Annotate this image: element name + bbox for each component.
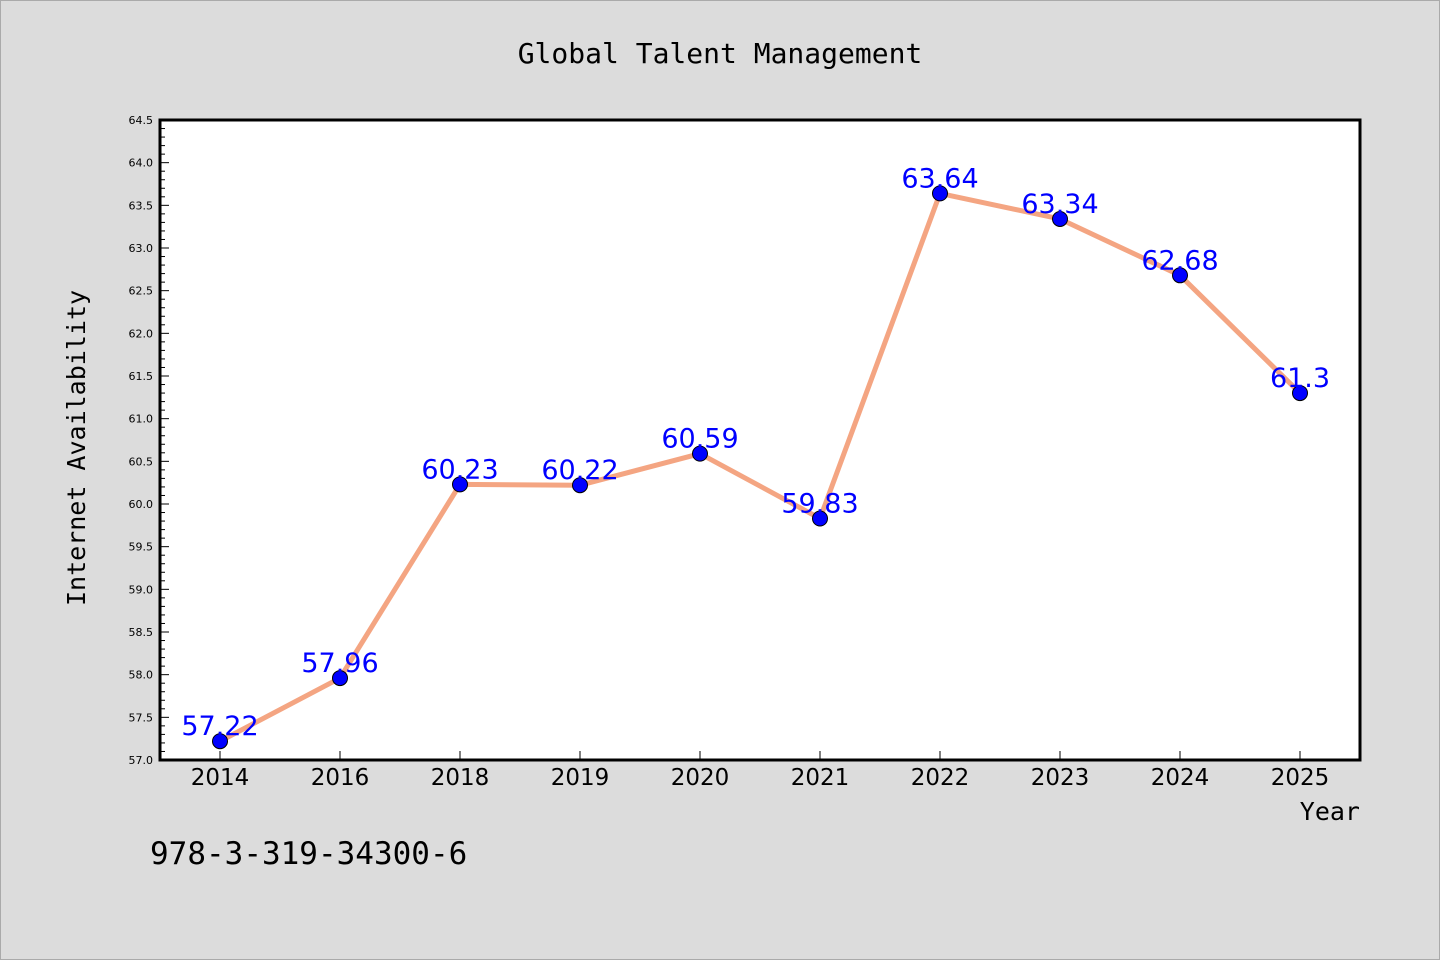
data-point xyxy=(932,185,948,202)
data-label: 60.59 xyxy=(661,424,738,455)
y-tick-label: 62.5 xyxy=(129,285,154,298)
y-tick-label: 57.0 xyxy=(129,754,154,767)
y-tick-label: 64.0 xyxy=(129,157,154,170)
y-tick-label: 60.5 xyxy=(129,455,154,468)
y-tick-label: 59.5 xyxy=(129,541,154,554)
data-label: 63.64 xyxy=(901,163,978,194)
x-tick-label: 2014 xyxy=(191,765,250,791)
data-point xyxy=(1172,267,1188,284)
data-markers xyxy=(212,185,1308,750)
y-tick-label: 63.5 xyxy=(129,199,154,212)
x-tick-label: 2021 xyxy=(791,765,850,791)
series-line xyxy=(217,190,1303,744)
data-label: 60.22 xyxy=(541,455,618,486)
x-tick-label: 2023 xyxy=(1031,765,1090,791)
data-point xyxy=(812,510,828,527)
y-tick-label: 58.5 xyxy=(129,626,154,639)
y-tick-label: 61.5 xyxy=(129,370,154,383)
y-tick-label: 59.0 xyxy=(129,583,154,596)
plot-area xyxy=(160,120,1360,760)
data-point xyxy=(212,733,228,750)
x-tick-label: 2022 xyxy=(911,765,970,791)
data-label: 59.83 xyxy=(781,489,858,520)
y-tick-label: 57.5 xyxy=(129,711,154,724)
x-tick-label: 2019 xyxy=(551,765,610,791)
x-tick-label: 2016 xyxy=(311,765,370,791)
y-tick-label: 60.0 xyxy=(129,498,154,511)
x-axis: 2014 2016 2018 2019 2020 2021 2022 2023 2024 2025 xyxy=(191,751,1330,791)
plot-frame xyxy=(158,118,1362,762)
y-axis-label: Internet Availability xyxy=(62,290,91,606)
x-tick-label: 2018 xyxy=(431,765,490,791)
data-label: 62.68 xyxy=(1141,245,1218,276)
data-label: 57.22 xyxy=(181,711,258,742)
data-point xyxy=(452,476,468,493)
data-point xyxy=(332,670,348,687)
x-tick-label: 2024 xyxy=(1151,765,1210,791)
data-labels: 57.22 57.96 60.23 60.22 60.59 59.83 63.64 63.34… xyxy=(181,163,1330,742)
data-label: 57.96 xyxy=(301,648,378,679)
y-tick-label: 64.5 xyxy=(129,114,154,127)
chart-title: Global Talent Management xyxy=(518,37,923,70)
y-tick-label: 58.0 xyxy=(129,669,154,682)
data-label: 63.34 xyxy=(1021,189,1098,220)
y-tick-label: 61.0 xyxy=(129,413,154,426)
data-point xyxy=(572,477,588,494)
data-label: 61.3 xyxy=(1270,363,1330,394)
y-tick-label: 62.0 xyxy=(129,327,154,340)
data-point xyxy=(692,445,708,462)
isbn-text: 978-3-319-34300-6 xyxy=(150,836,467,872)
y-tick-label: 63.0 xyxy=(129,242,154,255)
x-axis-label: Year xyxy=(1300,797,1360,826)
data-label: 60.23 xyxy=(421,454,498,485)
x-tick-label: 2025 xyxy=(1271,765,1330,791)
x-tick-label: 2020 xyxy=(671,765,730,791)
data-point xyxy=(1292,385,1308,402)
data-point xyxy=(1052,210,1068,227)
